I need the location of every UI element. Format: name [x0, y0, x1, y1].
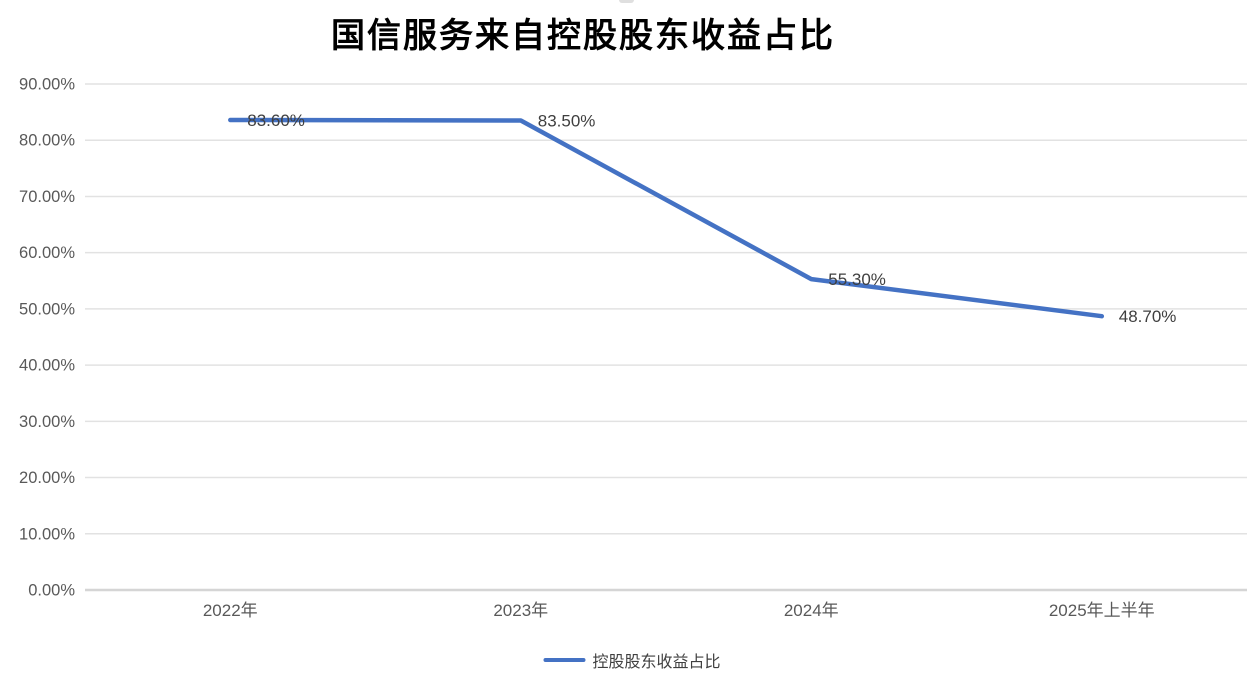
data-label: 48.70%: [1119, 307, 1177, 326]
y-tick-label: 30.00%: [19, 413, 75, 431]
chart-title: 国信服务来自控股股东收益占比: [331, 16, 835, 56]
y-tick-label: 90.00%: [19, 76, 75, 94]
legend-label: 控股股东收益占比: [592, 654, 721, 671]
y-tick-label: 20.00%: [19, 469, 75, 487]
legend[interactable]: 控股股东收益占比: [543, 648, 721, 672]
legend-line-marker: [543, 658, 586, 662]
y-tick-label: 50.00%: [19, 300, 75, 318]
y-tick-label: 10.00%: [19, 525, 75, 543]
data-label: 83.50%: [538, 112, 596, 131]
x-axis-label: 2024年: [784, 601, 839, 620]
data-label: 55.30%: [828, 270, 886, 289]
y-tick-label: 40.00%: [19, 357, 75, 375]
y-tick-label: 60.00%: [19, 244, 75, 262]
y-tick-label: 0.00%: [28, 582, 75, 600]
data-label: 83.60%: [247, 111, 305, 130]
series-line: [228, 117, 1105, 319]
y-tick-label: 80.00%: [19, 132, 75, 150]
y-tick-label: 70.00%: [19, 188, 75, 206]
x-axis-label: 2023年: [493, 601, 548, 620]
x-axis-label: 2022年: [203, 601, 258, 620]
screen-edge-artifact: [619, 0, 634, 3]
x-axis-label: 2025年上半年: [1049, 601, 1155, 620]
